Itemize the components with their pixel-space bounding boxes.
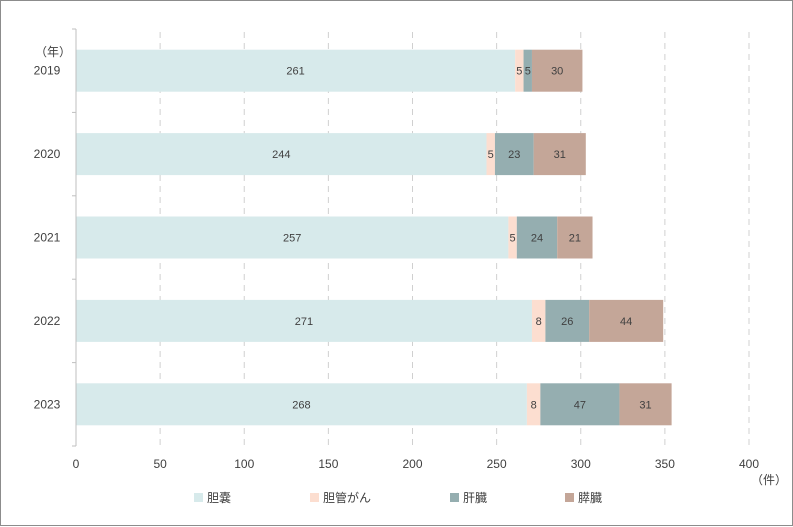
data-label: 26 bbox=[561, 316, 573, 328]
data-label: 257 bbox=[283, 233, 301, 245]
category-label: 2022 bbox=[34, 314, 61, 328]
bar-segment bbox=[533, 133, 586, 176]
data-label: 261 bbox=[286, 66, 304, 78]
bar-segment bbox=[557, 216, 593, 259]
gridlines bbox=[159, 32, 750, 446]
legend-swatch bbox=[194, 493, 203, 502]
legend-label: 胆管がん bbox=[323, 490, 371, 505]
data-label: 44 bbox=[620, 316, 632, 328]
x-axis-unit: （件） bbox=[751, 473, 787, 487]
bar-segment bbox=[494, 133, 534, 176]
y-axis-unit: （年） bbox=[35, 45, 71, 59]
bar-segment bbox=[486, 133, 495, 176]
x-tick-label: 150 bbox=[318, 457, 338, 471]
data-label: 31 bbox=[639, 399, 651, 411]
x-tick-label: 250 bbox=[487, 457, 507, 471]
category-label: 2019 bbox=[34, 64, 61, 78]
data-label: 31 bbox=[554, 149, 566, 161]
x-tick-label: 400 bbox=[739, 457, 759, 471]
data-label: 268 bbox=[292, 399, 310, 411]
legend-label: 胆嚢 bbox=[207, 490, 231, 505]
data-label: 8 bbox=[536, 316, 542, 328]
legend-swatch bbox=[310, 493, 319, 502]
data-label: 24 bbox=[531, 233, 543, 245]
category-label: 2020 bbox=[34, 147, 61, 161]
bar-segment bbox=[508, 216, 517, 259]
bar-segment bbox=[76, 133, 487, 176]
x-tick-label: 300 bbox=[571, 457, 591, 471]
bar-segment bbox=[76, 383, 527, 426]
bar-segment bbox=[515, 49, 524, 92]
legend-label: 肝臓 bbox=[463, 491, 487, 505]
x-tick-label: 200 bbox=[402, 457, 422, 471]
bar-segment bbox=[526, 383, 541, 426]
bar-segment bbox=[531, 299, 546, 342]
x-tick-label: 0 bbox=[73, 457, 80, 471]
category-label: 2021 bbox=[34, 231, 61, 245]
legend-swatch bbox=[565, 493, 574, 502]
x-tick-label: 100 bbox=[234, 457, 254, 471]
bar-segment bbox=[589, 299, 664, 342]
x-tick-label: 350 bbox=[655, 457, 675, 471]
data-label: 5 bbox=[516, 66, 522, 78]
bar-segment bbox=[619, 383, 672, 426]
data-label: 5 bbox=[510, 233, 516, 245]
bar-segment bbox=[516, 216, 558, 259]
data-label: 244 bbox=[272, 149, 290, 161]
legend-swatch bbox=[450, 493, 459, 502]
data-label: 5 bbox=[525, 66, 531, 78]
bar-segment bbox=[76, 216, 509, 259]
category-label: 2023 bbox=[34, 397, 61, 411]
bar-segment bbox=[523, 49, 532, 92]
bar-segment bbox=[531, 49, 583, 92]
data-label: 271 bbox=[295, 316, 313, 328]
data-label: 8 bbox=[531, 399, 537, 411]
bar-segment bbox=[545, 299, 590, 342]
data-label: 21 bbox=[569, 233, 581, 245]
legend-label: 膵臓 bbox=[578, 491, 602, 505]
legend: 胆嚢 胆管がん 肝臓 膵臓 bbox=[194, 490, 602, 505]
data-label: 30 bbox=[551, 66, 563, 78]
bar-segment bbox=[540, 383, 620, 426]
data-label: 5 bbox=[488, 149, 494, 161]
x-tick-label: 50 bbox=[153, 457, 167, 471]
bar-segment bbox=[76, 49, 516, 92]
axes: 0 50 100 150 200 250 300 350 400 2019 2020 2021 2022… bbox=[34, 28, 759, 471]
data-label: 47 bbox=[574, 399, 586, 411]
bar-segment bbox=[76, 299, 532, 342]
data-label: 23 bbox=[508, 149, 520, 161]
